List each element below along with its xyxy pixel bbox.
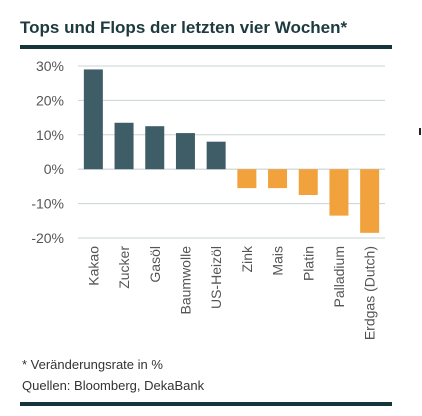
x-tick-label: Platin <box>300 246 316 281</box>
bar-palladium <box>329 169 349 216</box>
y-tick-label: -20% <box>31 230 64 246</box>
bar-kakao <box>83 69 103 170</box>
stray-mark <box>419 128 421 135</box>
bar-zink <box>237 169 257 189</box>
x-tick-label: Baumwolle <box>177 246 193 315</box>
title-rule <box>20 45 392 49</box>
x-tick-label: Mais <box>270 246 286 276</box>
x-tick-label: Zink <box>239 245 255 272</box>
y-tick-label: 20% <box>36 92 64 108</box>
bar-zucker <box>114 122 134 170</box>
footnote: * Veränderungsrate in % <box>22 357 163 372</box>
x-tick-label: Palladium <box>331 246 347 307</box>
chart-title: Tops und Flops der letzten vier Wochen* <box>20 18 348 37</box>
bottom-rule <box>20 402 392 406</box>
y-tick-label: 0% <box>44 161 64 177</box>
bar-erdgas-dutch- <box>360 169 380 233</box>
x-tick-label: Gasöl <box>147 246 163 283</box>
source-note: Quellen: Bloomberg, DekaBank <box>22 378 205 393</box>
bar-platin <box>298 169 318 195</box>
bar-mais <box>268 169 288 189</box>
y-tick-label: -10% <box>31 196 64 212</box>
x-tick-label: US-Heizöl <box>208 246 224 309</box>
bar-us-heiz-l <box>206 141 226 170</box>
x-tick-label: Erdgas (Dutch) <box>362 246 378 340</box>
y-tick-label: 30% <box>36 58 64 74</box>
bar-baumwolle <box>175 133 195 170</box>
y-tick-label: 10% <box>36 127 64 143</box>
bar-gas-l <box>145 126 165 170</box>
x-tick-label: Kakao <box>85 246 101 286</box>
x-tick-label: Zucker <box>116 246 132 289</box>
